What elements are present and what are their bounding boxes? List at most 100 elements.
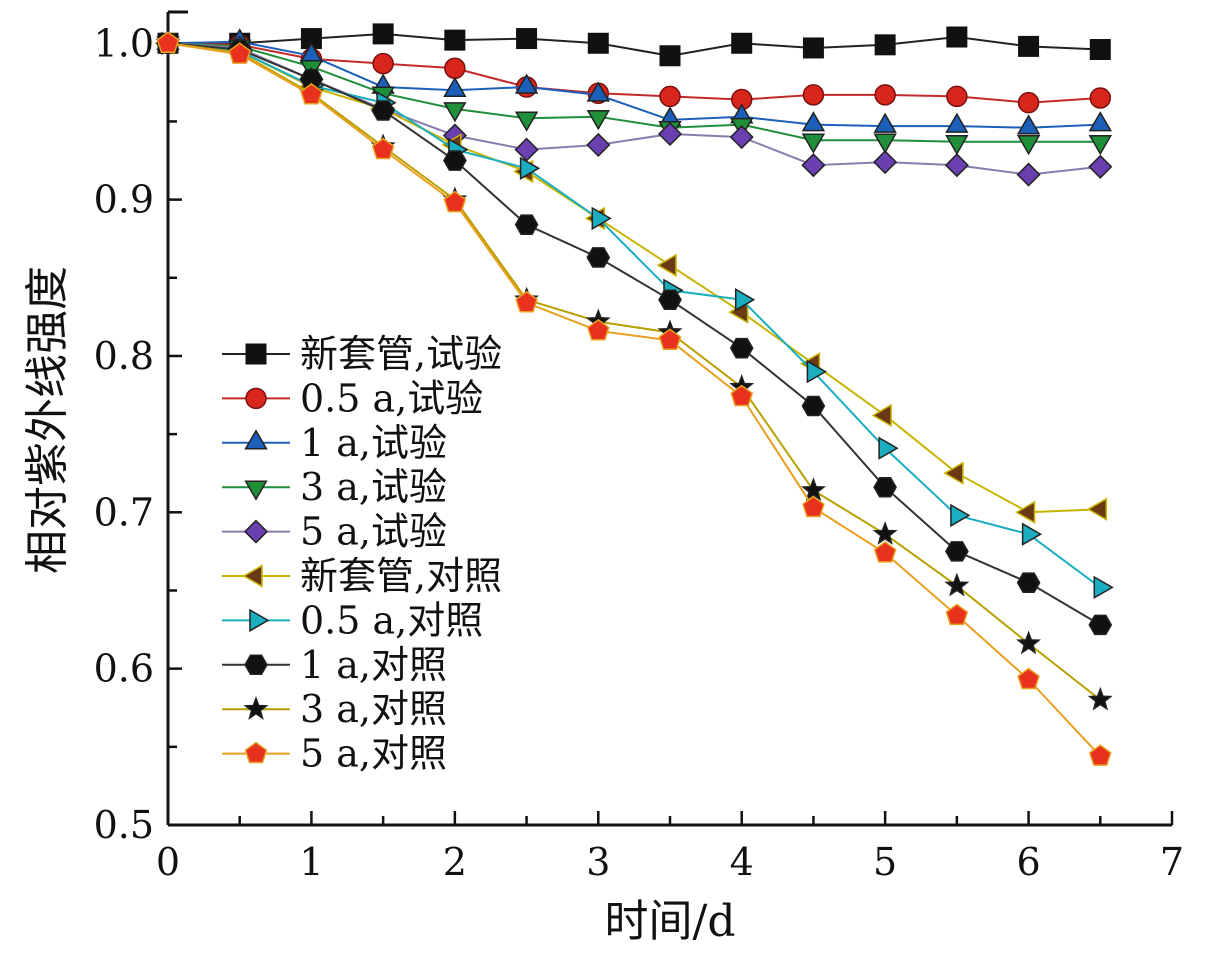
data-point bbox=[1016, 114, 1041, 135]
data-point bbox=[372, 23, 394, 45]
data-point bbox=[801, 133, 826, 154]
data-point bbox=[587, 32, 609, 54]
data-point bbox=[1087, 686, 1113, 711]
series-2 bbox=[157, 32, 1112, 114]
x-tick-label: 7 bbox=[1160, 840, 1184, 884]
data-point bbox=[873, 112, 897, 133]
y-tick-label: 0.8 bbox=[94, 334, 154, 378]
legend-marker bbox=[245, 343, 267, 365]
data-point bbox=[873, 150, 898, 175]
legend-marker bbox=[244, 480, 268, 501]
data-point bbox=[156, 31, 180, 53]
data-point bbox=[658, 328, 682, 350]
series-10 bbox=[156, 31, 1112, 766]
data-point bbox=[659, 45, 681, 67]
data-point bbox=[729, 125, 754, 150]
series-line bbox=[167, 40, 1101, 129]
legend-item: 1 a,对照 bbox=[222, 643, 447, 687]
series-line bbox=[167, 42, 1101, 104]
y-tick-label: 0.9 bbox=[94, 178, 154, 222]
series-line bbox=[167, 42, 1102, 757]
y-tick-label: 0.5 bbox=[94, 803, 154, 847]
legend-marker bbox=[244, 741, 268, 764]
legend-label: 新套管,对照 bbox=[300, 554, 502, 598]
series-5 bbox=[155, 31, 1113, 187]
legend-label: 3 a,对照 bbox=[300, 687, 447, 731]
data-point bbox=[801, 153, 826, 178]
data-point bbox=[729, 337, 754, 359]
data-point bbox=[944, 153, 969, 178]
series-line bbox=[167, 42, 1101, 514]
legend-label: 3 a,试验 bbox=[300, 465, 447, 509]
data-point bbox=[1093, 575, 1114, 599]
legend-marker bbox=[245, 387, 267, 410]
data-point bbox=[802, 37, 824, 59]
y-tick-label: 0.6 bbox=[94, 647, 154, 691]
data-point bbox=[515, 290, 538, 313]
legend: 新套管,试验0.5 a,试验1 a,试验3 a,试验5 a,试验新套管,对照0.… bbox=[222, 332, 502, 776]
data-point bbox=[519, 156, 541, 180]
data-point bbox=[586, 81, 610, 102]
legend-item: 3 a,试验 bbox=[222, 465, 447, 509]
data-point bbox=[878, 436, 899, 460]
x-tick-label: 6 bbox=[1016, 840, 1040, 884]
series-line bbox=[167, 42, 1101, 143]
data-point bbox=[1089, 87, 1112, 109]
data-point bbox=[1086, 497, 1108, 521]
x-axis: 0 1 2 3 4 5 6 7 bbox=[156, 811, 1184, 884]
data-point bbox=[872, 521, 898, 545]
y-tick-label: 0.7 bbox=[94, 490, 154, 534]
series-line bbox=[167, 42, 1101, 701]
data-point bbox=[443, 76, 467, 97]
legend-item: 3 a,对照 bbox=[222, 687, 447, 731]
data-point bbox=[802, 84, 825, 106]
data-point bbox=[586, 132, 611, 157]
data-point bbox=[801, 395, 826, 417]
data-point bbox=[873, 133, 897, 154]
y-axis-title: 相对紫外线强度 bbox=[22, 266, 73, 574]
legend-label: 1 a,对照 bbox=[300, 643, 447, 687]
data-point bbox=[734, 288, 756, 312]
legend-item: 0.5 a,试验 bbox=[222, 376, 483, 420]
data-point bbox=[586, 110, 610, 131]
data-point bbox=[516, 28, 538, 50]
legend-label: 1 a,试验 bbox=[300, 421, 447, 465]
x-tick-label: 1 bbox=[299, 840, 323, 884]
legend-marker bbox=[242, 564, 263, 588]
data-point bbox=[371, 137, 395, 160]
data-point bbox=[1017, 91, 1040, 114]
data-point bbox=[871, 403, 892, 428]
data-point bbox=[443, 102, 467, 123]
data-point bbox=[371, 100, 395, 121]
series-line bbox=[167, 42, 1101, 589]
data-point bbox=[806, 359, 827, 384]
data-point bbox=[514, 73, 539, 94]
legend-label: 5 a,试验 bbox=[300, 510, 447, 554]
data-point bbox=[874, 34, 896, 56]
series-line bbox=[167, 42, 1101, 626]
series-layer bbox=[154, 23, 1114, 766]
data-point bbox=[1016, 572, 1041, 593]
legend-marker bbox=[243, 696, 269, 720]
x-tick-label: 5 bbox=[873, 840, 897, 884]
data-point bbox=[731, 32, 753, 54]
data-point bbox=[873, 541, 897, 563]
x-tick-label: 3 bbox=[586, 840, 610, 884]
legend-item: 1 a,试验 bbox=[222, 421, 447, 465]
data-point bbox=[945, 112, 969, 133]
legend-item: 5 a,对照 bbox=[222, 732, 447, 776]
data-point bbox=[514, 214, 539, 235]
data-point bbox=[801, 111, 826, 132]
legend-item: 5 a,试验 bbox=[222, 510, 447, 554]
data-point bbox=[946, 26, 968, 48]
data-point bbox=[586, 247, 611, 268]
data-point bbox=[1088, 135, 1112, 156]
data-point bbox=[946, 85, 968, 108]
data-point bbox=[1088, 744, 1112, 766]
data-point bbox=[444, 57, 466, 80]
data-point bbox=[1016, 162, 1041, 187]
data-point bbox=[657, 121, 683, 147]
legend-label: 新套管,试验 bbox=[300, 332, 502, 376]
data-point bbox=[874, 84, 896, 106]
data-point bbox=[945, 541, 969, 562]
